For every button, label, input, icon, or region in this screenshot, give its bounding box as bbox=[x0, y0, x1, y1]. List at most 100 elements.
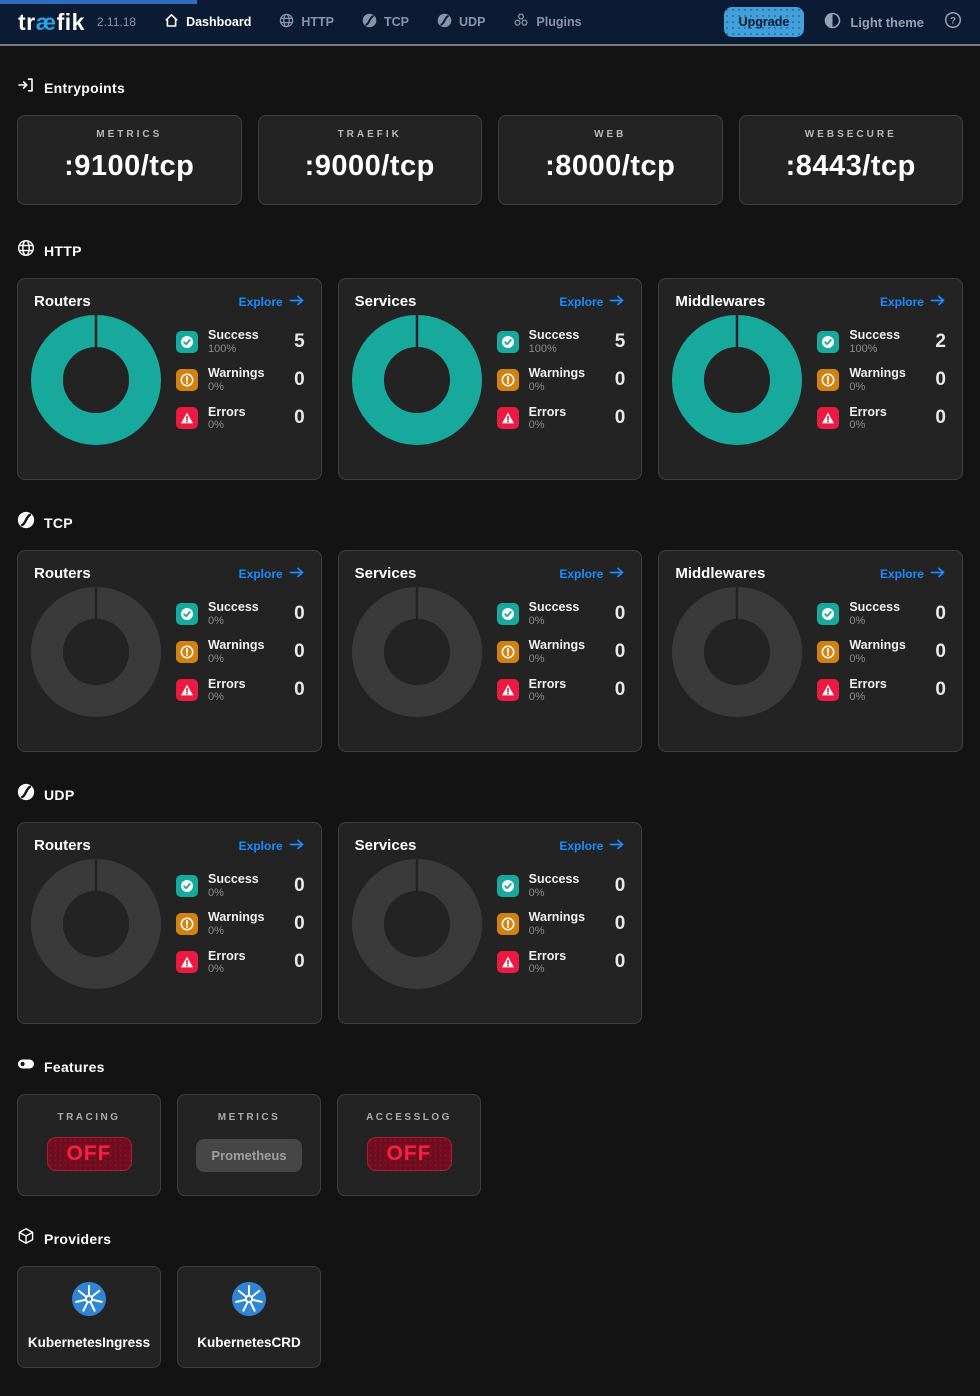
nav-tab-label: HTTP bbox=[301, 15, 335, 29]
nav-tab-http[interactable]: HTTP bbox=[279, 13, 334, 31]
entrypoints-icon bbox=[17, 76, 35, 99]
warning-icon bbox=[176, 368, 198, 391]
legend-label: Warnings bbox=[849, 638, 906, 653]
warning-icon bbox=[817, 368, 840, 391]
legend-count: 0 bbox=[294, 407, 305, 428]
theme-toggle[interactable]: Light theme bbox=[824, 12, 924, 32]
legend-row-errors: Errors 0% 0 bbox=[817, 405, 946, 432]
explore-link[interactable]: Explore bbox=[239, 567, 305, 581]
section-title: UDP bbox=[44, 786, 75, 803]
legend-label: Success bbox=[849, 328, 901, 343]
tcp-services-card: Services Explore Success 0% 0 Warnings 0% … bbox=[337, 550, 643, 752]
entrypoint-card-traefik: TRAEFIK :9000/tcp bbox=[257, 115, 482, 205]
explore-label: Explore bbox=[559, 294, 604, 309]
legend-label: Errors bbox=[528, 948, 567, 963]
explore-link[interactable]: Explore bbox=[559, 295, 625, 309]
features-row: TRACING OFF METRICS Prometheus ACCESSLOG… bbox=[17, 1094, 963, 1196]
legend-count: 0 bbox=[614, 912, 626, 934]
entrypoint-port: :8443/tcp bbox=[785, 150, 916, 182]
chart-legend: Success 0% 0 Warnings 0% 0 Errors 0% 0 bbox=[496, 872, 626, 975]
error-icon bbox=[817, 407, 840, 429]
upgrade-button[interactable]: Upgrade bbox=[723, 7, 805, 37]
legend-row-warnings: Warnings 0% 0 bbox=[817, 638, 946, 665]
chart-legend: Success 0% 0 Warnings 0% 0 Errors 0% 0 bbox=[817, 600, 946, 703]
logo-text: tr bbox=[18, 8, 36, 35]
legend-count: 0 bbox=[294, 640, 305, 662]
legend-count: 0 bbox=[614, 640, 626, 662]
nav-tab-dashboard[interactable]: Dashboard bbox=[164, 13, 251, 31]
explore-label: Explore bbox=[238, 566, 283, 581]
legend-count: 0 bbox=[935, 679, 946, 700]
legend-percent: 0% bbox=[528, 614, 545, 627]
nav-tab-plugins[interactable]: Plugins bbox=[513, 13, 582, 31]
legend-percent: 0% bbox=[208, 962, 224, 975]
legend-count: 0 bbox=[294, 874, 305, 896]
loading-progress-bar bbox=[0, 0, 197, 4]
legend-percent: 0% bbox=[208, 652, 224, 665]
feature-status-badge: Prometheus bbox=[196, 1139, 302, 1172]
section-title: Providers bbox=[44, 1230, 112, 1247]
tcp-routers-card: Routers Explore Success 0% 0 Warnings 0% 0 bbox=[17, 550, 322, 752]
nav-tab-label: UDP bbox=[459, 15, 486, 29]
legend-row-warnings: Warnings 0% 0 bbox=[176, 910, 305, 937]
legend-percent: 100% bbox=[528, 342, 557, 355]
kubernetes-icon bbox=[71, 1281, 107, 1322]
legend-label: Success bbox=[208, 872, 259, 887]
explore-label: Explore bbox=[238, 838, 283, 853]
top-navbar: tr æ fik 2.11.18 Dashboard HTTP TCP UDP Pl… bbox=[0, 0, 980, 46]
explore-link[interactable]: Explore bbox=[559, 839, 625, 853]
legend-row-success: Success 100% 2 bbox=[817, 328, 946, 355]
chart-legend: Success 0% 0 Warnings 0% 0 Errors 0% 0 bbox=[176, 600, 305, 703]
legend-row-errors: Errors 0% 0 bbox=[176, 405, 305, 432]
success-icon bbox=[496, 330, 519, 353]
donut-chart bbox=[672, 587, 803, 717]
traefik-logo[interactable]: tr æ fik bbox=[18, 9, 85, 36]
legend-row-warnings: Warnings 0% 0 bbox=[496, 638, 626, 665]
legend-percent: 0% bbox=[849, 614, 866, 627]
feature-name: METRICS bbox=[217, 1112, 281, 1123]
legend-label: Success bbox=[528, 328, 580, 343]
globe-icon bbox=[17, 239, 35, 262]
legend-count: 0 bbox=[294, 679, 305, 700]
success-icon bbox=[496, 602, 519, 625]
feature-card-tracing: TRACING OFF bbox=[17, 1094, 161, 1196]
success-icon bbox=[176, 602, 198, 625]
legend-label: Success bbox=[528, 872, 580, 887]
card-title: Middlewares bbox=[675, 293, 766, 310]
theme-toggle-label: Light theme bbox=[850, 14, 924, 30]
legend-label: Success bbox=[528, 600, 580, 615]
nav-tab-tcp[interactable]: TCP bbox=[362, 13, 409, 31]
explore-link[interactable]: Explore bbox=[880, 295, 946, 309]
legend-count: 0 bbox=[294, 951, 305, 972]
card-title: Services bbox=[354, 565, 417, 582]
logo-text: fik bbox=[56, 8, 85, 35]
legend-row-success: Success 0% 0 bbox=[496, 872, 625, 899]
http-cards-row: Routers Explore Success 100% 5 Warnings 0%… bbox=[17, 278, 963, 480]
feature-status-badge: OFF bbox=[46, 1137, 132, 1171]
card-title: Services bbox=[354, 293, 417, 310]
chart-legend: Success 100% 5 Warnings 0% 0 Errors 0% 0 bbox=[176, 328, 305, 431]
udp-section-header: UDP bbox=[17, 783, 963, 806]
provider-name: KubernetesCRD bbox=[197, 1335, 301, 1350]
explore-link[interactable]: Explore bbox=[239, 839, 305, 853]
entrypoints-row: METRICS :9100/tcp TRAEFIK :9000/tcp WEB … bbox=[17, 115, 963, 205]
nav-tab-udp[interactable]: UDP bbox=[437, 13, 485, 31]
explore-link[interactable]: Explore bbox=[880, 567, 946, 581]
legend-label: Errors bbox=[849, 676, 887, 691]
warning-icon bbox=[176, 912, 198, 935]
explore-link[interactable]: Explore bbox=[239, 295, 305, 309]
donut-chart bbox=[351, 859, 482, 989]
udp-cards-row: Routers Explore Success 0% 0 Warnings 0% 0 bbox=[17, 822, 963, 1024]
legend-row-errors: Errors 0% 0 bbox=[176, 949, 305, 976]
error-icon bbox=[496, 951, 519, 973]
legend-percent: 0% bbox=[849, 652, 866, 665]
arrow-right-icon bbox=[609, 567, 625, 581]
logo-ae-accent: æ bbox=[35, 8, 57, 35]
legend-row-errors: Errors 0% 0 bbox=[176, 677, 305, 704]
help-icon[interactable]: ? bbox=[944, 11, 962, 34]
svg-text:?: ? bbox=[950, 15, 956, 26]
feature-name: ACCESSLOG bbox=[366, 1112, 452, 1123]
legend-label: Warnings bbox=[849, 366, 906, 381]
explore-link[interactable]: Explore bbox=[559, 567, 625, 581]
udp-services-card: Services Explore Success 0% 0 Warnings 0% … bbox=[337, 822, 643, 1024]
